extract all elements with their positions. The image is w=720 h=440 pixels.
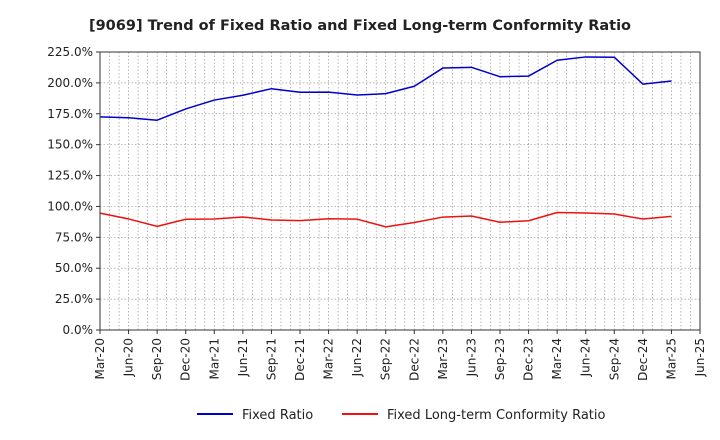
x-tick-label: Mar-25 [664, 338, 678, 379]
x-tick-label: Mar-22 [322, 338, 336, 379]
y-tick-label: 0.0% [63, 323, 94, 337]
y-tick-label: 100.0% [47, 199, 93, 213]
legend-label-2: Fixed Long-term Conformity Ratio [387, 408, 606, 423]
x-tick-label: Dec-22 [407, 338, 421, 381]
legend-label-1: Fixed Ratio [242, 408, 313, 423]
y-axis: 0.0% 25.0% 50.0% 75.0% 100.0% 125.0% 150.0% 175… [47, 45, 100, 337]
x-tick-label: Dec-20 [179, 338, 193, 381]
x-tick-label: Sep-22 [379, 338, 393, 380]
x-tick-label: Jun-24 [579, 338, 593, 377]
x-tick-label: Jun-25 [693, 338, 707, 377]
x-tick-label: Sep-20 [150, 338, 164, 380]
x-tick-label: Mar-21 [207, 338, 221, 379]
y-tick-label: 175.0% [47, 107, 93, 121]
x-tick-label: Sep-24 [607, 338, 621, 380]
chart-title: [9069] Trend of Fixed Ratio and Fixed Lo… [89, 18, 631, 34]
x-axis: Mar-20 Jun-20 Sep-20 Dec-20 Mar-21 Jun-21 Sep-… [93, 330, 707, 381]
series-line-1 [99, 56, 672, 121]
x-tick-label: Dec-23 [522, 338, 536, 381]
x-tick-label: Dec-21 [293, 338, 307, 381]
series-line-2 [99, 211, 672, 228]
legend: Fixed Ratio Fixed Long-term Conformity Ra… [197, 408, 606, 423]
x-tick-label: Mar-23 [436, 338, 450, 379]
grid [99, 51, 701, 331]
series-lines [99, 56, 672, 228]
y-tick-label: 225.0% [47, 45, 93, 59]
y-tick-label: 25.0% [55, 292, 93, 306]
y-tick-label: 150.0% [47, 138, 93, 152]
y-tick-label: 125.0% [47, 169, 93, 183]
x-tick-label: Jun-21 [236, 338, 250, 377]
x-tick-label: Sep-21 [264, 338, 278, 380]
plot-frame [99, 51, 701, 331]
x-tick-label: Jun-22 [350, 338, 364, 377]
x-tick-label: Jun-20 [122, 338, 136, 377]
x-tick-label: Sep-23 [493, 338, 507, 380]
y-tick-label: 200.0% [47, 76, 93, 90]
y-tick-label: 50.0% [55, 261, 93, 275]
x-tick-label: Mar-24 [550, 338, 564, 379]
x-tick-label: Mar-20 [93, 338, 107, 379]
x-tick-label: Dec-24 [636, 338, 650, 381]
y-tick-label: 75.0% [55, 230, 93, 244]
x-tick-label: Jun-23 [464, 338, 478, 377]
